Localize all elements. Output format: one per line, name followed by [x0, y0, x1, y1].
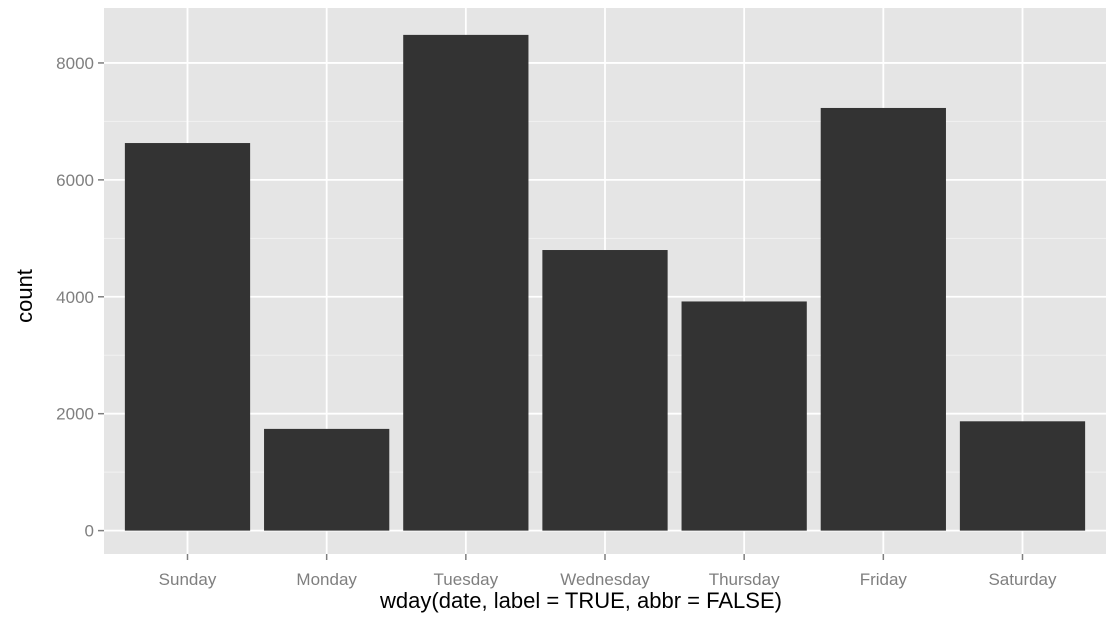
- y-tick-label: 2000: [56, 405, 94, 424]
- x-tick-label-wednesday: Wednesday: [560, 570, 650, 589]
- x-tick-label-thursday: Thursday: [709, 570, 780, 589]
- bars: [124, 34, 1086, 531]
- bar-friday: [820, 107, 946, 531]
- y-axis-title: count: [12, 269, 37, 323]
- x-tick-label-saturday: Saturday: [988, 570, 1057, 589]
- y-tick-label: 6000: [56, 171, 94, 190]
- x-axis: Sunday Monday Tuesday Wednesday Thursday Frid…: [159, 554, 1057, 589]
- bar-tuesday: [403, 34, 529, 531]
- y-tick-label: 8000: [56, 54, 94, 73]
- x-tick-label-friday: Friday: [860, 570, 908, 589]
- bar-monday: [264, 428, 390, 531]
- bar-saturday: [959, 421, 1086, 531]
- y-tick-label: 0: [85, 522, 94, 541]
- y-tick-label: 4000: [56, 288, 94, 307]
- bar-thursday: [681, 301, 807, 531]
- bar-sunday: [124, 143, 251, 531]
- y-axis: 0 2000 4000 6000 8000: [56, 54, 104, 541]
- x-tick-label-tuesday: Tuesday: [434, 570, 499, 589]
- x-axis-title: wday(date, label = TRUE, abbr = FALSE): [379, 588, 782, 613]
- x-tick-label-monday: Monday: [296, 570, 357, 589]
- bar-wednesday: [542, 250, 668, 531]
- x-tick-label-sunday: Sunday: [159, 570, 217, 589]
